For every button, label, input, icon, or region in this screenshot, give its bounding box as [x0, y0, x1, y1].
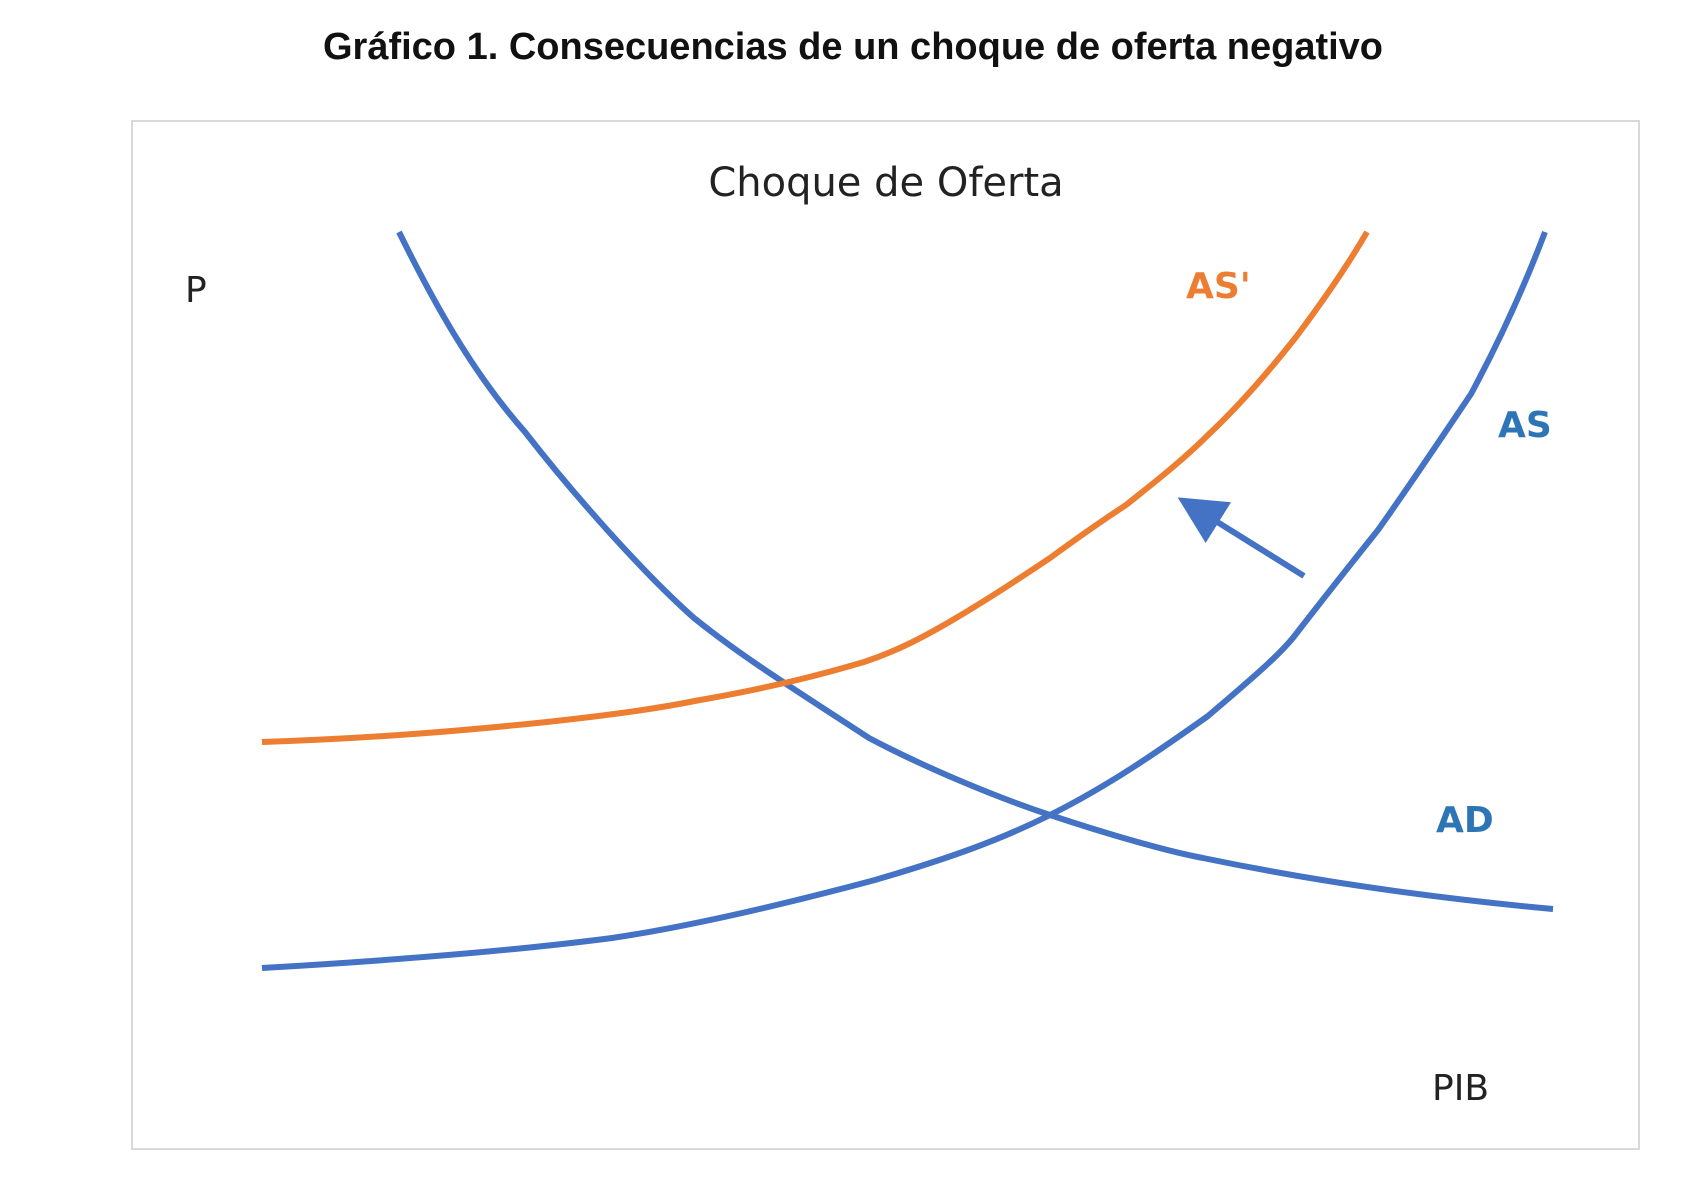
- as-curve: [261, 230, 1548, 971]
- shift-arrow-icon: [1177, 497, 1306, 579]
- as-prime-curve: [261, 230, 1370, 745]
- chart-frame: [131, 120, 1640, 1150]
- x-axis-label: PIB: [1432, 1068, 1490, 1109]
- chart-title: Choque de Oferta: [708, 160, 1064, 206]
- figure-title: Gráfico 1. Consecuencias de un choque de…: [322, 26, 1384, 68]
- ad-curve: [396, 230, 1554, 912]
- as-label: AS: [1498, 405, 1552, 446]
- ad-label: AD: [1436, 800, 1494, 841]
- y-axis-label: P: [185, 270, 207, 311]
- as-prime-label: AS': [1186, 266, 1251, 307]
